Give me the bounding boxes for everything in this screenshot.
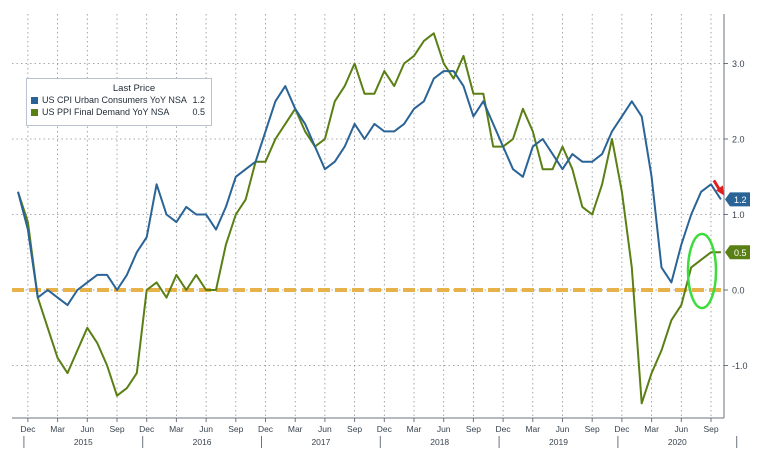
- x-axis: Dec Mar Jun Sep Dec Mar Jun Sep Dec Mar Jun Sep Dec M…: [12, 417, 738, 448]
- y-tick-label: 1.0: [732, 210, 745, 220]
- x-tick-label: Jun: [556, 424, 570, 434]
- x-tick-label: Mar: [644, 424, 659, 434]
- cpi-last-value-tag: 1.2: [725, 192, 750, 207]
- year-label: 2017: [311, 437, 330, 447]
- x-tick-label: Sep: [347, 424, 362, 434]
- x-tick-label: Mar: [169, 424, 184, 434]
- y-axis: 3.0 2.0 1.0 0.0 -1.0 1.2 0.5: [723, 14, 750, 418]
- x-tick-label: Sep: [228, 424, 243, 434]
- x-tick-label: Sep: [703, 424, 718, 434]
- x-tick-label: Dec: [377, 424, 393, 434]
- legend-value: 0.5: [192, 107, 205, 117]
- legend: Last Price US CPI Urban Consumers YoY NS…: [26, 78, 212, 126]
- year-label: 2020: [668, 437, 687, 447]
- y-tick-label: 0.0: [732, 286, 745, 296]
- x-tick-label: Jun: [318, 424, 332, 434]
- legend-swatch-ppi: [31, 108, 38, 116]
- ppi-last-value-tag: 0.5: [725, 245, 750, 260]
- grid-lines: [12, 14, 724, 418]
- x-tick-label: Dec: [614, 424, 630, 434]
- x-tick-label: Sep: [466, 424, 481, 434]
- x-tick-label: Dec: [139, 424, 155, 434]
- x-tick-label: Jun: [199, 424, 213, 434]
- x-tick-label: Dec: [496, 424, 512, 434]
- x-tick-label: Mar: [407, 424, 422, 434]
- y-tick-label: 3.0: [732, 59, 745, 69]
- annotations: [686, 179, 724, 310]
- x-tick-label: Jun: [80, 424, 94, 434]
- y-tick-label: -1.0: [732, 361, 748, 371]
- cpi-series-line: [17, 70, 722, 307]
- year-label: 2019: [549, 437, 568, 447]
- x-tick-label: Mar: [50, 424, 65, 434]
- y-tick-label: 2.0: [732, 135, 745, 145]
- value-tag-shape: [725, 245, 750, 260]
- x-tick-label: Dec: [20, 424, 36, 434]
- x-tick-label: Jun: [674, 424, 688, 434]
- legend-name: US PPI Final Demand YoY NSA: [42, 107, 170, 117]
- value-tag-label: 0.5: [734, 248, 747, 258]
- value-tag-shape: [725, 192, 750, 207]
- x-tick-label: Mar: [288, 424, 303, 434]
- x-tick-label: Mar: [525, 424, 540, 434]
- legend-name: US CPI Urban Consumers YoY NSA: [42, 95, 187, 105]
- year-label: 2015: [74, 437, 93, 447]
- legend-item-ppi: US PPI Final Demand YoY NSA 0.5: [31, 106, 211, 118]
- legend-item-cpi: US CPI Urban Consumers YoY NSA 1.2: [31, 94, 211, 106]
- year-label: 2018: [430, 437, 449, 447]
- legend-swatch-cpi: [31, 96, 38, 104]
- ppi-series-line: [17, 32, 721, 405]
- x-tick-label: Sep: [109, 424, 124, 434]
- x-tick-label: Jun: [437, 424, 451, 434]
- x-tick-label: Sep: [585, 424, 600, 434]
- x-tick-label: Dec: [258, 424, 274, 434]
- green-circle-annotation: [686, 232, 718, 310]
- year-label: 2016: [193, 437, 212, 447]
- legend-value: 1.2: [192, 95, 205, 105]
- value-tag-label: 1.2: [734, 195, 747, 205]
- red-arrow-head: [715, 185, 724, 196]
- legend-title: Last Price: [112, 83, 156, 94]
- series-lines: [17, 32, 722, 405]
